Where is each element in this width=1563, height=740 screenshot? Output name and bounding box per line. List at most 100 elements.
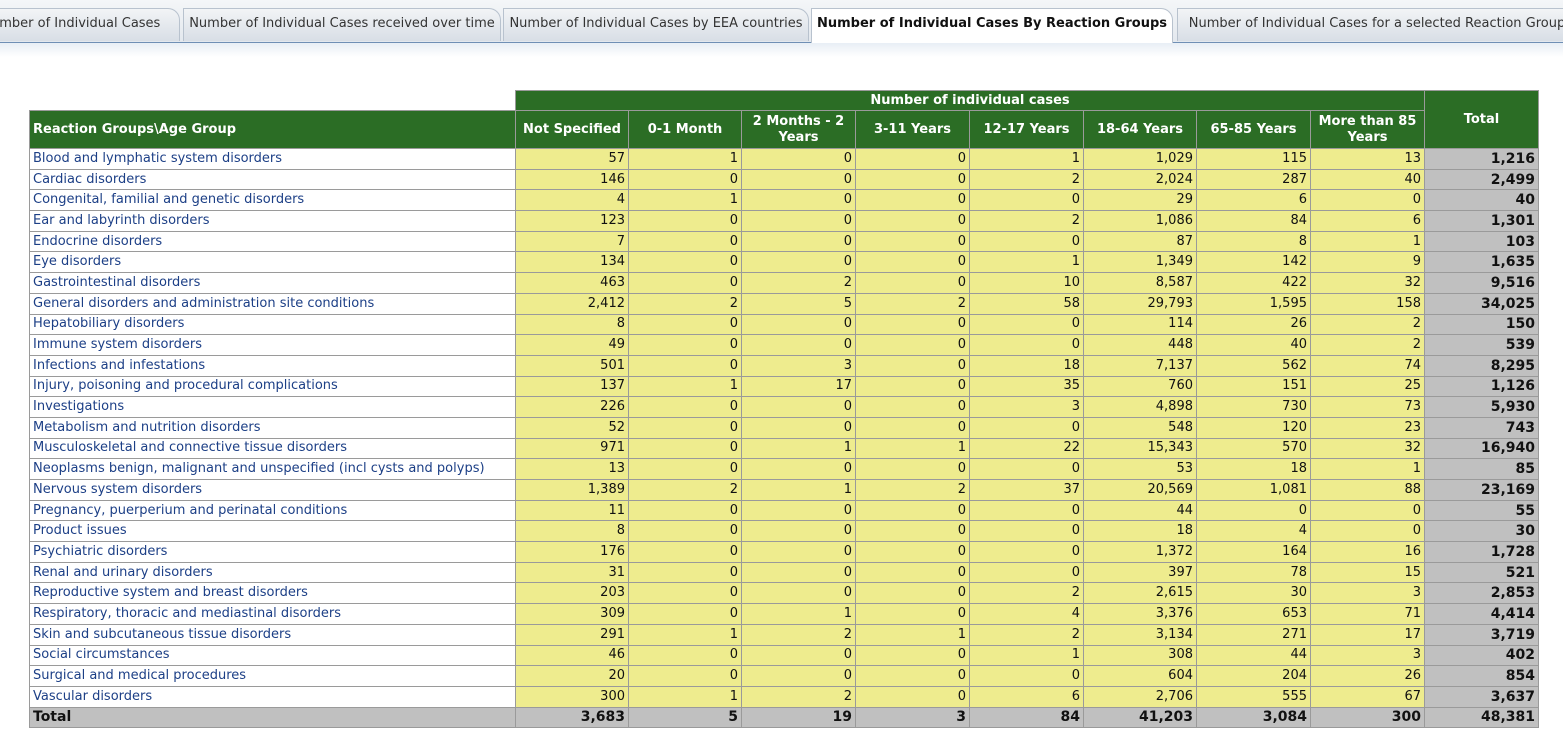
cell-value: 0 [742, 335, 856, 356]
cell-value: 25 [1311, 376, 1425, 397]
cell-value: 1,086 [1084, 211, 1197, 232]
cell-value: 0 [856, 542, 970, 563]
total-header: Total [1425, 91, 1539, 149]
cell-value: 31 [516, 562, 629, 583]
cell-value: 18 [1084, 521, 1197, 542]
cell-value: 18 [970, 355, 1084, 376]
table-row: Metabolism and nutrition disorders520000… [30, 417, 1539, 438]
cell-value: 0 [970, 190, 1084, 211]
table-row: Musculoskeletal and connective tissue di… [30, 438, 1539, 459]
cell-value: 0 [856, 645, 970, 666]
row-total: 150 [1425, 314, 1539, 335]
tab[interactable]: Number of Individual Cases By Reaction G… [811, 8, 1173, 43]
cell-value: 1 [629, 149, 742, 170]
cell-value: 15,343 [1084, 438, 1197, 459]
cell-value: 0 [629, 397, 742, 418]
cell-value: 0 [629, 645, 742, 666]
cell-value: 0 [742, 190, 856, 211]
row-label: Reproductive system and breast disorders [30, 583, 516, 604]
cell-value: 0 [970, 335, 1084, 356]
cell-value: 300 [516, 686, 629, 707]
cell-value: 123 [516, 211, 629, 232]
cell-value: 88 [1311, 480, 1425, 501]
cell-value: 0 [742, 500, 856, 521]
cell-value: 203 [516, 583, 629, 604]
row-label: Eye disorders [30, 252, 516, 273]
table-row: Reproductive system and breast disorders… [30, 583, 1539, 604]
row-label: Infections and infestations [30, 355, 516, 376]
cell-value: 1 [856, 624, 970, 645]
row-total: 8,295 [1425, 355, 1539, 376]
table-row: Vascular disorders30012062,706555673,637 [30, 686, 1539, 707]
row-total: 1,216 [1425, 149, 1539, 170]
cell-value: 20,569 [1084, 480, 1197, 501]
column-total: 5 [629, 707, 742, 728]
row-total: 3,637 [1425, 686, 1539, 707]
cell-value: 309 [516, 604, 629, 625]
cell-value: 271 [1197, 624, 1311, 645]
cell-value: 46 [516, 645, 629, 666]
cell-value: 35 [970, 376, 1084, 397]
column-header: 65-85 Years [1197, 111, 1311, 149]
cell-value: 0 [742, 169, 856, 190]
cell-value: 0 [742, 149, 856, 170]
row-label: Ear and labyrinth disorders [30, 211, 516, 232]
cell-value: 1 [856, 438, 970, 459]
cell-value: 291 [516, 624, 629, 645]
tab[interactable]: Number of Individual Cases received over… [183, 8, 501, 41]
tab[interactable]: Number of Individual Cases by EEA countr… [503, 8, 809, 41]
cell-value: 114 [1084, 314, 1197, 335]
cell-value: 555 [1197, 686, 1311, 707]
tab[interactable]: umber of Individual Cases [0, 8, 180, 41]
cell-value: 9 [1311, 252, 1425, 273]
cell-value: 1 [629, 624, 742, 645]
row-total: 2,853 [1425, 583, 1539, 604]
column-total: 3,084 [1197, 707, 1311, 728]
row-label: Renal and urinary disorders [30, 562, 516, 583]
cell-value: 1 [629, 686, 742, 707]
column-total: 3 [856, 707, 970, 728]
cell-value: 1 [970, 149, 1084, 170]
cell-value: 2,024 [1084, 169, 1197, 190]
cell-value: 463 [516, 273, 629, 294]
cell-value: 13 [516, 459, 629, 480]
column-total: 41,203 [1084, 707, 1197, 728]
row-label: Musculoskeletal and connective tissue di… [30, 438, 516, 459]
cell-value: 0 [1311, 190, 1425, 211]
row-label: Product issues [30, 521, 516, 542]
tab[interactable]: Number of Individual Cases for a selecte… [1177, 8, 1563, 41]
cell-value: 2,615 [1084, 583, 1197, 604]
cell-value: 6 [970, 686, 1084, 707]
cell-value: 0 [742, 211, 856, 232]
cell-value: 142 [1197, 252, 1311, 273]
cell-value: 164 [1197, 542, 1311, 563]
cell-value: 29 [1084, 190, 1197, 211]
table-row: Eye disorders13400011,34914291,635 [30, 252, 1539, 273]
row-label: Endocrine disorders [30, 231, 516, 252]
cell-value: 226 [516, 397, 629, 418]
cell-value: 0 [742, 521, 856, 542]
table-row: Psychiatric disorders17600001,372164161,… [30, 542, 1539, 563]
cell-value: 0 [742, 542, 856, 563]
row-label: Neoplasms benign, malignant and unspecif… [30, 459, 516, 480]
cell-value: 0 [856, 273, 970, 294]
cell-value: 2 [742, 686, 856, 707]
cell-value: 422 [1197, 273, 1311, 294]
cell-value: 146 [516, 169, 629, 190]
table-row: Injury, poisoning and procedural complic… [30, 376, 1539, 397]
cell-value: 8 [1197, 231, 1311, 252]
cell-value: 0 [856, 335, 970, 356]
cell-value: 730 [1197, 397, 1311, 418]
row-total: 9,516 [1425, 273, 1539, 294]
row-total: 55 [1425, 500, 1539, 521]
cell-value: 0 [856, 231, 970, 252]
cell-value: 0 [629, 583, 742, 604]
row-total: 521 [1425, 562, 1539, 583]
row-total: 30 [1425, 521, 1539, 542]
cell-value: 0 [856, 459, 970, 480]
cell-value: 0 [629, 562, 742, 583]
cell-value: 37 [970, 480, 1084, 501]
cell-value: 2 [1311, 314, 1425, 335]
cell-value: 1 [1311, 231, 1425, 252]
row-total: 4,414 [1425, 604, 1539, 625]
